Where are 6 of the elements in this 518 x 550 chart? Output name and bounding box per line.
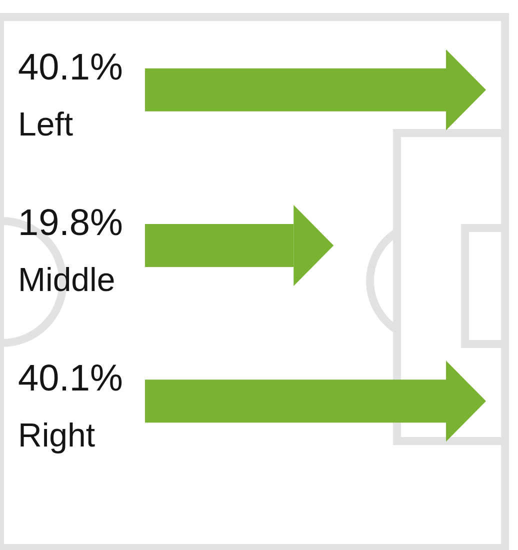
y-tick-label: Left: [18, 105, 74, 142]
data-label: 40.1%: [18, 46, 123, 88]
y-tick-label: Right: [18, 416, 96, 454]
data-label: 19.8%: [18, 202, 123, 243]
y-tick-label: Middle: [18, 261, 116, 298]
data-label: 40.1%: [18, 358, 123, 399]
